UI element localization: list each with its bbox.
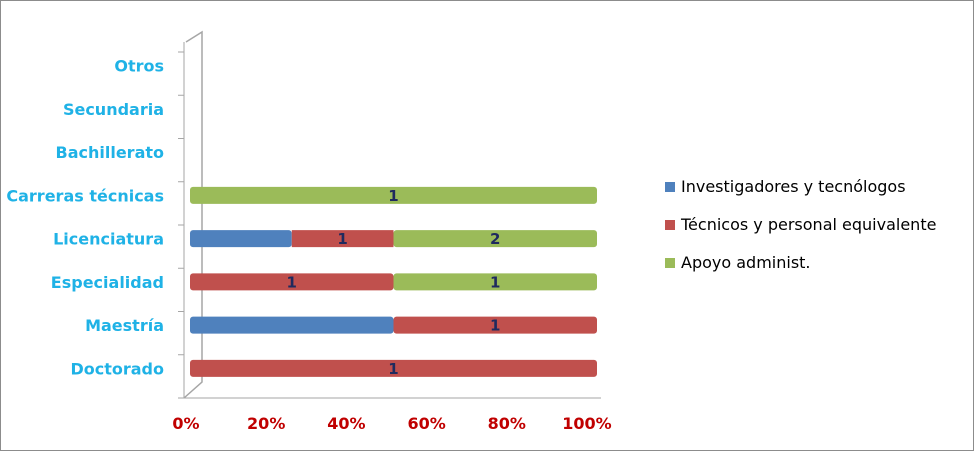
category-labels: Doctorado Maestría Especialidad Licenciatur… bbox=[6, 57, 164, 379]
bars bbox=[190, 186, 597, 377]
legend-swatch-apoyo-administ bbox=[665, 258, 675, 268]
x-tick-label: 0% bbox=[172, 414, 199, 433]
legend-swatch-tecnicos-y-personal-equivalente bbox=[665, 220, 675, 230]
bar-carreras-tecnicas-apoyo-administ bbox=[190, 186, 597, 204]
data-label-especialidad-apoyo-administ: 1 bbox=[490, 273, 500, 291]
bar-licenciatura-tecnicos-y-personal-equivalente bbox=[291, 230, 394, 248]
bar-licenciatura-apoyo-administ bbox=[393, 230, 597, 248]
legend-label-investigadores-y-tecnologos: Investigadores y tecnólogos bbox=[681, 177, 906, 196]
axis-lines bbox=[178, 30, 601, 399]
category-label-otros: Otros bbox=[114, 57, 164, 76]
data-label-especialidad-tecnicos-y-personal-equivalente: 1 bbox=[287, 273, 297, 291]
bar-especialidad-apoyo-administ bbox=[393, 273, 597, 291]
category-label-licenciatura: Licenciatura bbox=[53, 230, 164, 249]
category-label-maestria: Maestría bbox=[85, 316, 164, 335]
legend-swatch-investigadores-y-tecnologos bbox=[665, 182, 675, 192]
data-label-licenciatura-tecnicos-y-personal-equivalente: 1 bbox=[337, 230, 347, 248]
data-label-doctorado-tecnicos-y-personal-equivalente: 1 bbox=[388, 360, 398, 378]
x-tick-label: 100% bbox=[562, 414, 611, 433]
legend-label-apoyo-administ: Apoyo administ. bbox=[681, 253, 811, 272]
category-label-carreras-tecnicas: Carreras técnicas bbox=[6, 186, 164, 205]
bar-maestria-investigadores-y-tecnologos bbox=[190, 316, 394, 334]
x-tick-label: 40% bbox=[327, 414, 365, 433]
legend-label-tecnicos-y-personal-equivalente: Técnicos y personal equivalente bbox=[680, 215, 936, 234]
back-wall-line bbox=[183, 30, 203, 399]
data-label-carreras-tecnicas-apoyo-administ: 1 bbox=[388, 187, 398, 205]
data-label-maestria-tecnicos-y-personal-equivalente: 1 bbox=[490, 317, 500, 335]
x-tick-label: 20% bbox=[247, 414, 285, 433]
x-tick-labels: 0% 20% 40% 60% 80% 100% bbox=[172, 414, 611, 433]
legend: Investigadores y tecnólogos Técnicos y pe… bbox=[665, 177, 936, 272]
bar-doctorado-tecnicos-y-personal-equivalente bbox=[190, 359, 597, 377]
bar-especialidad-tecnicos-y-personal-equivalente bbox=[190, 273, 394, 291]
bar-licenciatura-investigadores-y-tecnologos bbox=[190, 230, 292, 248]
bar-maestria-tecnicos-y-personal-equivalente bbox=[393, 316, 597, 334]
category-label-bachillerato: Bachillerato bbox=[56, 143, 165, 162]
x-tick-label: 60% bbox=[407, 414, 445, 433]
category-label-secundaria: Secundaria bbox=[63, 100, 164, 119]
data-label-licenciatura-apoyo-administ: 2 bbox=[490, 230, 500, 248]
data-labels: 1 1 1 1 1 2 1 bbox=[287, 187, 501, 378]
category-label-especialidad: Especialidad bbox=[51, 273, 164, 292]
category-label-doctorado: Doctorado bbox=[70, 359, 164, 378]
x-tick-label: 80% bbox=[488, 414, 526, 433]
